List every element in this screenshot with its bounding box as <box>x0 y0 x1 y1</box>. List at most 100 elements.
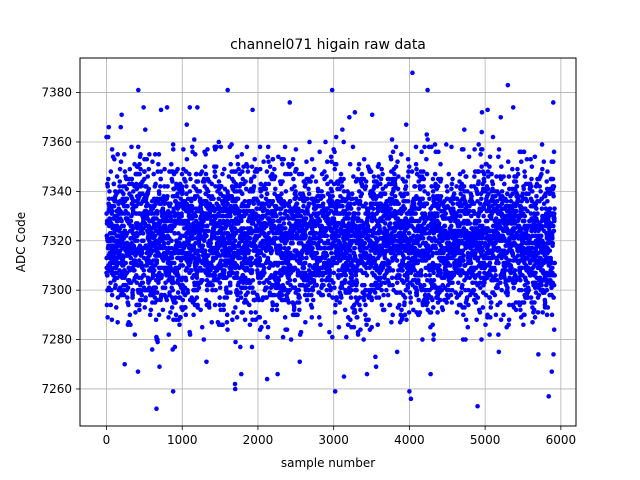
data-point <box>274 302 280 308</box>
data-point <box>310 297 316 303</box>
data-point <box>430 176 436 182</box>
data-point <box>414 166 419 172</box>
data-point <box>383 221 388 226</box>
data-point <box>298 329 304 335</box>
data-point <box>372 290 378 295</box>
data-point <box>183 179 188 184</box>
data-point <box>346 211 352 216</box>
data-point <box>246 248 252 253</box>
data-point <box>126 302 131 308</box>
data-point <box>272 174 278 179</box>
data-point <box>401 255 407 261</box>
data-point <box>235 196 241 202</box>
data-point <box>436 221 442 226</box>
data-point <box>183 312 189 318</box>
data-point <box>189 144 195 150</box>
data-point <box>200 277 205 283</box>
data-point <box>194 171 199 177</box>
data-point <box>274 307 280 313</box>
data-point <box>245 169 251 174</box>
data-point <box>222 268 227 273</box>
data-point <box>175 166 180 172</box>
data-point <box>181 147 186 152</box>
data-point <box>221 307 227 313</box>
data-point <box>379 166 384 172</box>
data-point <box>435 211 440 216</box>
data-point <box>225 327 230 332</box>
data-point <box>145 174 151 179</box>
data-point <box>221 166 227 172</box>
data-point <box>416 277 421 283</box>
data-point <box>224 285 229 290</box>
data-point <box>130 292 135 298</box>
data-point <box>134 280 140 286</box>
data-point <box>217 285 223 290</box>
data-point <box>221 302 226 308</box>
data-point <box>403 184 409 189</box>
data-point <box>369 112 375 118</box>
data-point <box>152 152 158 157</box>
data-point <box>350 144 356 150</box>
data-point <box>342 277 348 283</box>
data-point <box>198 307 203 313</box>
data-point <box>334 295 340 300</box>
data-point <box>423 273 428 278</box>
data-point <box>351 324 357 330</box>
data-point <box>156 161 161 167</box>
data-point <box>203 171 209 177</box>
data-point <box>212 273 218 278</box>
data-point <box>164 297 170 303</box>
data-point <box>394 258 400 263</box>
data-point <box>477 310 483 315</box>
data-point <box>287 277 293 283</box>
data-point <box>450 201 456 207</box>
data-point <box>177 322 182 328</box>
data-point <box>242 317 248 323</box>
data-point <box>184 191 189 197</box>
data-point <box>228 213 233 219</box>
data-point <box>109 287 114 293</box>
data-point <box>462 127 467 132</box>
data-point <box>325 216 331 221</box>
data-point <box>389 137 395 142</box>
data-point <box>400 268 405 273</box>
data-point <box>435 310 440 315</box>
data-point <box>200 243 206 248</box>
data-point <box>460 169 466 174</box>
data-point <box>409 169 415 174</box>
data-point <box>356 206 362 211</box>
data-point <box>280 179 285 184</box>
data-point <box>139 297 144 303</box>
data-point <box>328 154 334 160</box>
data-point <box>331 270 337 276</box>
data-point <box>224 312 230 318</box>
data-point <box>259 194 264 199</box>
data-point <box>125 295 130 300</box>
data-point <box>170 142 176 147</box>
data-point <box>225 201 230 207</box>
data-point <box>283 189 289 194</box>
data-point <box>250 277 256 283</box>
data-point <box>363 184 369 189</box>
data-point <box>460 282 465 288</box>
data-point <box>121 191 126 197</box>
data-point <box>162 166 167 172</box>
data-point <box>207 305 212 310</box>
data-point <box>355 332 361 337</box>
data-point <box>157 184 163 189</box>
data-point <box>129 176 135 182</box>
data-point <box>346 216 351 221</box>
data-point <box>425 300 430 305</box>
data-point <box>387 221 393 226</box>
data-point <box>378 176 384 182</box>
data-point <box>393 144 399 150</box>
data-point <box>347 161 353 167</box>
data-point <box>185 196 191 202</box>
data-point <box>450 176 455 182</box>
data-point <box>128 218 134 224</box>
data-point <box>444 184 450 189</box>
data-point <box>269 307 275 313</box>
data-point <box>405 285 411 290</box>
data-point <box>141 268 147 273</box>
data-point <box>282 315 288 320</box>
